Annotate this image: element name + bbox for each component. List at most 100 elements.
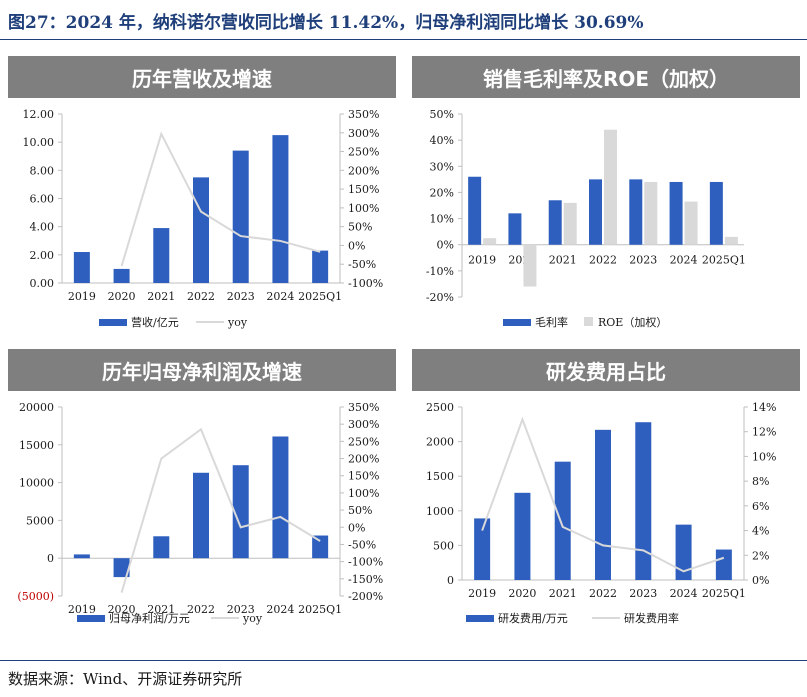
y-tick-label-left: 1500 — [426, 470, 454, 483]
y-tick-label-right: 50% — [348, 221, 372, 234]
bar — [312, 535, 329, 559]
y-tick-label-left: 4.00 — [30, 221, 55, 234]
y-tick-label-right: 350% — [348, 108, 379, 121]
bar — [629, 179, 643, 245]
bottom-divider — [0, 660, 807, 661]
bar — [563, 202, 577, 245]
top-divider — [0, 39, 807, 40]
legend-label: 营收/亿元 — [131, 315, 179, 329]
y-tick-label-right: 100% — [348, 487, 379, 500]
y-tick-label-right: 12% — [752, 426, 776, 439]
y-tick-label-right: 150% — [348, 470, 379, 483]
legend-swatch-bar — [77, 615, 105, 622]
y-tick-label-left: (5000) — [17, 590, 54, 603]
net-profit-growth-chart: (5000) 0 5000 10000 15000 20000 -200% -150% -100… — [17, 401, 383, 625]
panel-1-title: 历年营收及增速 — [8, 56, 396, 98]
y-tick-label-left: 2000 — [426, 436, 454, 449]
y-tick-label-right: 200% — [348, 164, 379, 177]
x-tick-label: 2024 — [266, 603, 294, 616]
y-tick-label-right: 2% — [752, 549, 769, 562]
y-tick-label-right: 300% — [348, 418, 379, 431]
line-series — [481, 416, 725, 573]
y-tick-label-left: 10000 — [19, 477, 54, 490]
bar — [113, 558, 130, 578]
y-tick-label-right: 4% — [752, 525, 769, 538]
bar — [724, 236, 738, 245]
bar — [508, 213, 522, 245]
y-tick-label-right: 250% — [348, 146, 379, 159]
bar — [675, 524, 692, 580]
y-tick-label-left: 2500 — [426, 401, 454, 414]
x-tick-label: 2024 — [670, 587, 698, 600]
bar — [153, 536, 170, 559]
x-tick-label: 2024 — [266, 290, 294, 303]
y-tick-label-right: 0% — [752, 574, 769, 587]
x-tick-label: 2021 — [549, 254, 577, 267]
y-tick-label-left: 30% — [430, 160, 454, 173]
x-tick-label: 2021 — [147, 603, 175, 616]
y-tick-label-right: 250% — [348, 435, 379, 448]
bar — [715, 549, 732, 580]
legend-swatch-bar — [466, 615, 494, 622]
bar — [113, 268, 130, 283]
x-tick-label: 2022 — [187, 603, 215, 616]
bar — [709, 181, 723, 245]
y-tick-label-left: 40% — [430, 134, 454, 147]
bar — [468, 176, 482, 245]
y-tick-label-left: 5000 — [26, 514, 54, 527]
bar — [644, 181, 658, 245]
y-tick-label-left: -10% — [426, 265, 454, 278]
x-tick-label: 2025Q1 — [298, 290, 342, 303]
bar — [589, 179, 602, 245]
bar — [153, 228, 170, 283]
gross-margin-roe-chart: -20%-10%0%10%20%30%40%50%2019 2020 2021 202… — [426, 108, 746, 329]
x-tick-label: 2020 — [108, 603, 136, 616]
y-tick-label-left: 6.00 — [30, 193, 55, 206]
y-tick-label-left: 12.00 — [23, 108, 55, 121]
x-tick-label: 2019 — [68, 290, 96, 303]
y-tick-label-right: 10% — [752, 450, 776, 463]
x-tick-label: 2021 — [147, 290, 175, 303]
panel-2-title: 销售毛利率及ROE（加权） — [412, 56, 800, 98]
y-tick-label-left: 0 — [447, 574, 454, 587]
y-tick-label-right: 350% — [348, 401, 379, 414]
y-tick-label-right: 200% — [348, 453, 379, 466]
legend-swatch-bar — [99, 319, 127, 326]
y-tick-label-left: 1000 — [426, 505, 454, 518]
y-tick-label-right: -50% — [348, 258, 376, 271]
y-tick-label-right: 50% — [348, 504, 372, 517]
x-tick-label: 2020 — [508, 587, 536, 600]
y-tick-label-right: -100% — [348, 277, 383, 290]
y-tick-label-left: 20% — [430, 186, 454, 199]
panel-3-title: 历年归母净利润及增速 — [8, 349, 396, 391]
revenue-growth-chart: 0.00 2.00 4.00 6.00 8.00 10.00 12.00 -100% -50% 0… — [23, 108, 384, 329]
x-tick-label: 2023 — [629, 587, 657, 600]
y-tick-label-right: 6% — [752, 500, 769, 513]
legend-label: 研发费用/万元 — [498, 611, 568, 625]
legend-label: 归母净利润/万元 — [109, 611, 190, 625]
y-tick-label-left: 50% — [430, 108, 454, 121]
bar — [548, 200, 562, 245]
x-tick-label: 2021 — [549, 587, 577, 600]
y-tick-label-left: 10.00 — [23, 136, 55, 149]
y-tick-label-left: -20% — [426, 291, 454, 304]
line-series — [120, 131, 321, 267]
y-tick-label-right: -100% — [348, 556, 383, 569]
y-tick-label-right: 14% — [752, 401, 776, 414]
y-tick-label-right: -50% — [348, 538, 376, 551]
bar — [635, 422, 652, 580]
y-tick-label-right: 100% — [348, 202, 379, 215]
x-tick-label: 2020 — [108, 290, 136, 303]
line-series — [120, 427, 321, 593]
x-tick-label: 2025Q1 — [298, 603, 342, 616]
y-tick-label-left: 20000 — [19, 401, 54, 414]
y-tick-label-left: 10% — [430, 213, 454, 226]
bar — [595, 429, 611, 580]
y-tick-label-left: 0% — [437, 239, 454, 252]
x-tick-label: 2022 — [589, 254, 617, 267]
y-tick-label-right: 0% — [348, 239, 365, 252]
y-tick-label-right: 8% — [752, 475, 769, 488]
y-tick-label-left: 0 — [47, 552, 54, 565]
y-tick-label-right: -150% — [348, 573, 383, 586]
x-tick-label: 2023 — [227, 290, 255, 303]
